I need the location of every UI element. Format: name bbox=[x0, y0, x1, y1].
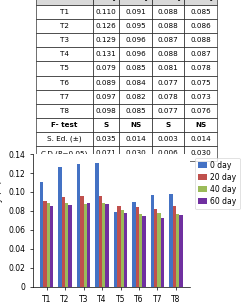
Bar bbox=[172, 206, 175, 287]
Bar bbox=[50, 206, 53, 287]
Bar bbox=[68, 205, 72, 287]
Bar bbox=[160, 218, 164, 287]
Bar bbox=[157, 213, 160, 287]
Bar bbox=[80, 196, 83, 287]
Bar bbox=[120, 210, 123, 287]
Bar bbox=[46, 203, 50, 287]
Bar bbox=[153, 209, 157, 287]
Bar bbox=[123, 213, 127, 287]
Y-axis label: Titrable acidity (%): Titrable acidity (%) bbox=[0, 181, 3, 260]
Bar bbox=[132, 202, 135, 287]
Bar bbox=[98, 196, 102, 287]
Bar bbox=[102, 203, 105, 287]
Bar bbox=[58, 167, 61, 287]
Bar bbox=[142, 216, 145, 287]
Bar bbox=[83, 204, 87, 287]
Bar bbox=[169, 194, 172, 287]
Bar bbox=[65, 203, 68, 287]
Bar bbox=[95, 162, 98, 287]
Bar bbox=[175, 214, 179, 287]
Bar bbox=[135, 207, 139, 287]
Bar bbox=[179, 215, 182, 287]
Bar bbox=[87, 203, 90, 287]
Bar bbox=[150, 195, 153, 287]
Bar bbox=[139, 214, 142, 287]
Bar bbox=[117, 206, 120, 287]
Bar bbox=[40, 182, 43, 287]
Bar bbox=[105, 204, 108, 287]
Bar bbox=[43, 201, 46, 287]
Legend: 0 day, 20 day, 40 day, 60 day: 0 day, 20 day, 40 day, 60 day bbox=[194, 158, 239, 209]
Bar bbox=[61, 197, 65, 287]
Bar bbox=[77, 165, 80, 287]
Bar bbox=[113, 212, 117, 287]
